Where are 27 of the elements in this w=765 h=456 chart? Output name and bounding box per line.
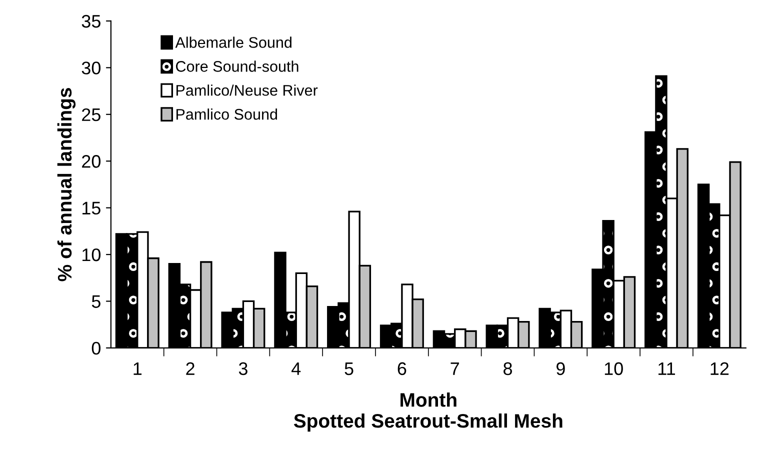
legend-label: Core Sound-south bbox=[176, 60, 298, 72]
y-tick-label: 10 bbox=[82, 248, 100, 262]
x-axis-title: Month bbox=[400, 392, 456, 407]
y-tick-label: 25 bbox=[82, 108, 100, 122]
x-tick-label: 2 bbox=[186, 362, 194, 375]
x-tick-label: 4 bbox=[292, 362, 301, 375]
y-tick-label: 30 bbox=[82, 62, 100, 74]
text: Spotted Seatrout-Small Mesh bbox=[294, 413, 562, 432]
y-tick-label: 0 bbox=[92, 342, 100, 355]
y-tick-label: 15 bbox=[82, 202, 100, 215]
x-tick-label: 12 bbox=[710, 362, 729, 375]
x-tick-label: 9 bbox=[556, 362, 565, 376]
x-tick-label: 3 bbox=[238, 362, 248, 376]
legend-label: Pamlico Sound bbox=[176, 108, 278, 120]
x-tick-label: 8 bbox=[504, 362, 512, 376]
y-tick-label: 20 bbox=[82, 155, 100, 168]
y-axis-title: % of annual landings bbox=[57, 88, 76, 282]
x-tick-label: 7 bbox=[450, 362, 459, 375]
x-tick-label: 6 bbox=[398, 362, 406, 376]
x-tick-label: 10 bbox=[604, 362, 623, 376]
y-tick-label: 5 bbox=[92, 295, 100, 308]
x-tick-label: 1 bbox=[134, 362, 142, 375]
legend-label: Albemarle Sound bbox=[175, 36, 292, 48]
y-tick-label: 35 bbox=[82, 14, 100, 28]
x-tick-label: 11 bbox=[658, 362, 675, 375]
x-tick-label: 5 bbox=[344, 362, 354, 376]
legend-label: Pamlico/Neuse River bbox=[176, 84, 318, 96]
